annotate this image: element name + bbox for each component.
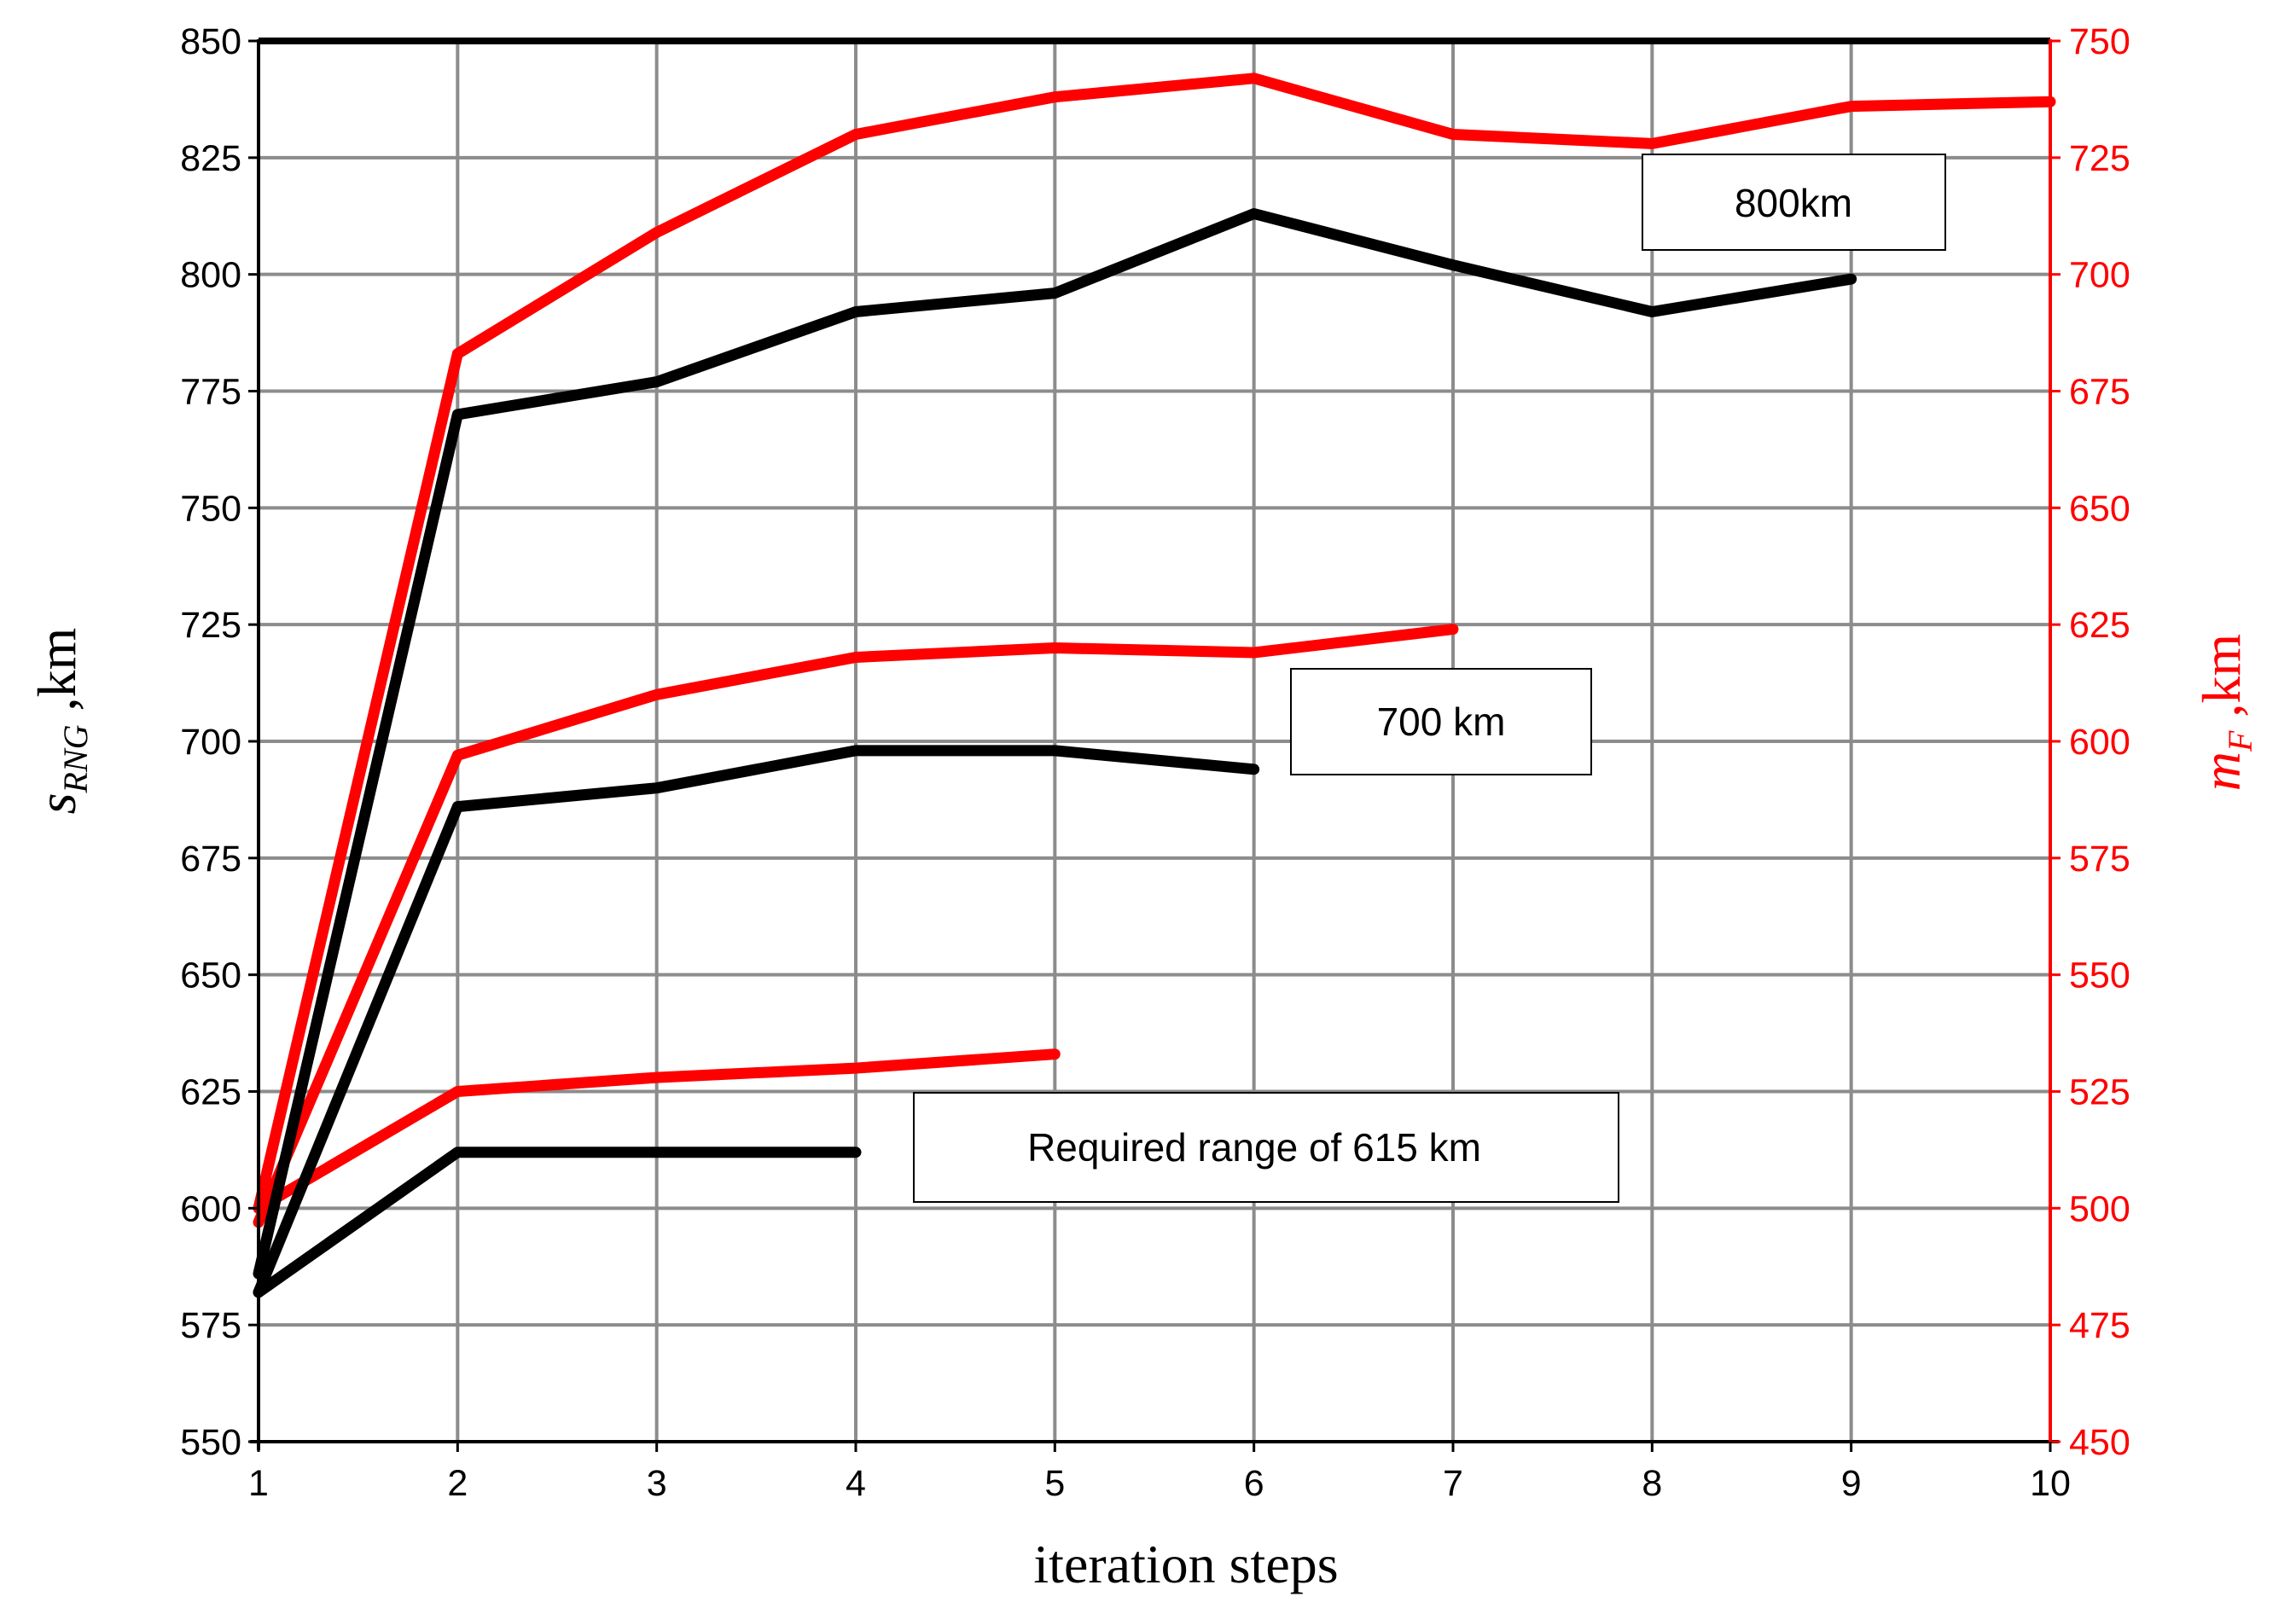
left-tick-label-650: 650 bbox=[180, 955, 241, 996]
right-y-axis-label-sub: F bbox=[2221, 730, 2259, 752]
left-tick-label-825: 825 bbox=[180, 138, 241, 179]
right-tick-label-450: 450 bbox=[2069, 1422, 2130, 1463]
right-tick-label-700: 700 bbox=[2069, 255, 2130, 296]
x-tick-label-9: 9 bbox=[1841, 1463, 1862, 1504]
left-y-axis-label-sub: RNG bbox=[56, 724, 95, 793]
series-line-4-right bbox=[253, 624, 1459, 1228]
series-line-5-left bbox=[253, 208, 1857, 1280]
left-y-axis-label-main: s bbox=[26, 792, 87, 814]
annotation-615km-text: Required range of 615 km bbox=[1027, 1125, 1481, 1170]
right-tick-label-475: 475 bbox=[2069, 1305, 2130, 1346]
left-tick-label-700: 700 bbox=[180, 722, 241, 763]
right-tick-label-550: 550 bbox=[2069, 955, 2130, 996]
left-tick-label-750: 750 bbox=[180, 488, 241, 529]
left-tick-label-775: 775 bbox=[180, 372, 241, 413]
annotation-700km-box bbox=[1290, 668, 1592, 775]
series-line-3-left bbox=[253, 745, 1260, 1298]
series-line-2-right bbox=[253, 1048, 1061, 1214]
x-tick-label-3: 3 bbox=[647, 1463, 667, 1504]
annotation-615km: Required range of 615 km bbox=[913, 1092, 1619, 1203]
x-tick-label-4: 4 bbox=[846, 1463, 866, 1504]
left-tick-label-675: 675 bbox=[180, 839, 241, 880]
series-line-1-left bbox=[253, 1147, 862, 1298]
left-tick-label-550: 550 bbox=[180, 1422, 241, 1463]
series-layer bbox=[253, 73, 2056, 1298]
right-tick-label-625: 625 bbox=[2069, 605, 2130, 646]
x-tick-label-6: 6 bbox=[1244, 1463, 1264, 1504]
left-y-axis-label: sRNG ,km bbox=[26, 628, 95, 815]
right-tick-label-650: 650 bbox=[2069, 488, 2130, 529]
x-tick-label-1: 1 bbox=[248, 1463, 269, 1504]
annotation-700km: 700 km bbox=[1290, 668, 1592, 775]
left-tick-label-800: 800 bbox=[180, 255, 241, 296]
left-tick-label-725: 725 bbox=[180, 605, 241, 646]
right-y-axis-label: mF ,km bbox=[2191, 634, 2259, 791]
x-axis-label: iteration steps bbox=[1033, 1534, 1338, 1594]
series-line-6-right bbox=[253, 73, 2056, 1214]
x-tick-label-7: 7 bbox=[1443, 1463, 1463, 1504]
x-tick-label-8: 8 bbox=[1642, 1463, 1662, 1504]
annotation-615km-box bbox=[913, 1092, 1619, 1203]
right-tick-label-500: 500 bbox=[2069, 1188, 2130, 1229]
right-tick-label-575: 575 bbox=[2069, 839, 2130, 880]
right-tick-label-525: 525 bbox=[2069, 1072, 2130, 1113]
annotation-800km-text: 800km bbox=[1735, 181, 1852, 225]
right-tick-label-675: 675 bbox=[2069, 372, 2130, 413]
right-y-axis-label-unit: ,km bbox=[2191, 634, 2252, 731]
left-tick-label-625: 625 bbox=[180, 1072, 241, 1113]
annotation-800km-box bbox=[1642, 154, 1946, 251]
left-tick-label-600: 600 bbox=[180, 1188, 241, 1229]
x-tick-label-2: 2 bbox=[447, 1463, 468, 1504]
left-tick-label-575: 575 bbox=[180, 1305, 241, 1346]
left-y-axis-label-unit: ,km bbox=[26, 628, 87, 725]
right-tick-label-600: 600 bbox=[2069, 722, 2130, 763]
right-y-axis-label-main: m bbox=[2191, 752, 2252, 791]
annotation-800km: 800km bbox=[1642, 154, 1946, 251]
right-y-tick-labels: 450 475 500 525 550 575 600 625 650 675 700 725 750 bbox=[2050, 21, 2130, 1463]
right-tick-label-725: 725 bbox=[2069, 138, 2130, 179]
right-tick-label-750: 750 bbox=[2069, 21, 2130, 62]
x-tick-labels: 1 2 3 4 5 6 7 8 9 10 bbox=[248, 1442, 2071, 1504]
x-tick-label-10: 10 bbox=[2030, 1463, 2071, 1504]
annotation-700km-text: 700 km bbox=[1377, 700, 1506, 744]
x-tick-label-5: 5 bbox=[1044, 1463, 1065, 1504]
left-y-tick-labels: 550 575 600 625 650 675 700 725 750 775 800 825 850 bbox=[180, 21, 259, 1463]
left-tick-label-850: 850 bbox=[180, 21, 241, 62]
